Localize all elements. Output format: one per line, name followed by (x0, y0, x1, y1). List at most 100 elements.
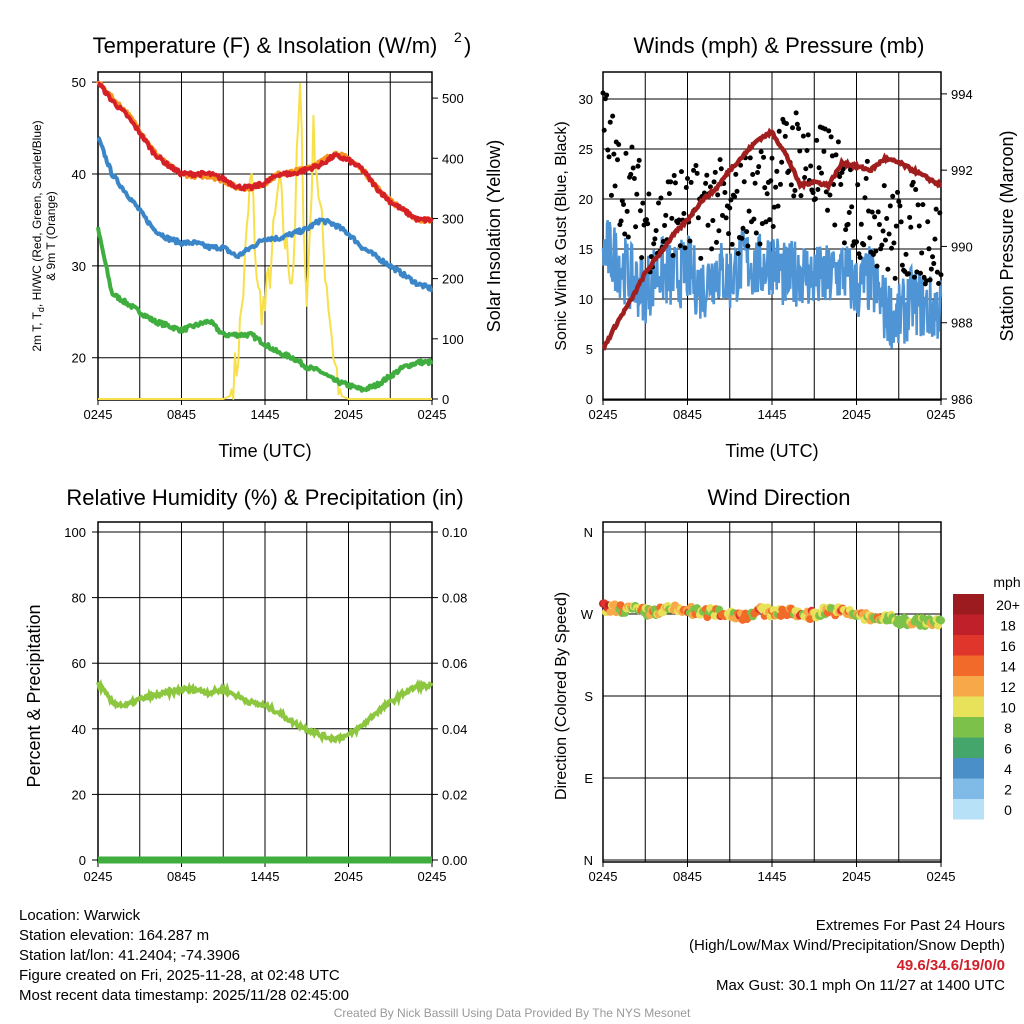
gust-point (763, 219, 769, 225)
gust-point (825, 207, 831, 213)
location: Location: Warwick (19, 907, 141, 924)
gust-point (882, 237, 888, 243)
x-axis-label: Time (UTC) (218, 441, 311, 461)
gust-point (672, 180, 678, 186)
gust-point (762, 185, 768, 191)
gust-point (892, 275, 898, 281)
gust-point (910, 179, 916, 185)
gust-point (833, 152, 839, 158)
gust-point (611, 151, 617, 157)
gust-point (891, 240, 897, 246)
y-tick-label: 60 (72, 656, 86, 671)
gust-point (890, 193, 896, 199)
gust-point (907, 214, 913, 220)
y-axis-label: Percent & Precipitation (24, 604, 44, 787)
gust-point (855, 182, 861, 188)
legend-label: 18 (1000, 618, 1016, 634)
gust-point (645, 221, 651, 227)
x-tick-label: 0245 (84, 869, 113, 884)
y-tick-label: 100 (64, 525, 86, 540)
x-tick-label: 0245 (589, 407, 618, 422)
gust-point (828, 134, 834, 140)
chart-title: Wind Direction (707, 485, 850, 510)
y-tick-label: E (584, 771, 593, 786)
y-tick-label: 0 (586, 392, 593, 407)
gust-point (869, 209, 875, 215)
y-tick-label: 30 (579, 92, 593, 107)
legend-swatch (953, 799, 984, 820)
gust-point (658, 195, 664, 201)
gust-point (745, 243, 751, 249)
x-tick-label: 2045 (334, 869, 363, 884)
gust-point (601, 127, 607, 133)
gust-point (927, 277, 933, 283)
x-tick-label: 0845 (673, 869, 702, 884)
gust-point (783, 121, 789, 127)
gust-point (896, 199, 902, 205)
legend-swatch (953, 778, 984, 799)
gust-point (740, 225, 746, 231)
legend-swatch (953, 696, 984, 717)
gust-point (629, 144, 635, 150)
gust-point (709, 246, 715, 252)
gust-point (717, 157, 723, 163)
y2-tick-label: 100 (442, 332, 464, 347)
gust-point (934, 269, 940, 275)
y-tick-label: 0 (79, 853, 86, 868)
gust-point (616, 141, 622, 147)
gust-point (796, 126, 802, 132)
gust-point (604, 92, 610, 98)
y-tick-label: S (584, 689, 593, 704)
gust-point (908, 224, 914, 230)
gust-point (835, 139, 841, 145)
y2-tick-label: 0.10 (442, 525, 467, 540)
direction-point (606, 607, 615, 616)
y-tick-label: 5 (586, 342, 593, 357)
created: Figure created on Fri, 2025-11-28, at 02… (19, 967, 340, 984)
gust-point (747, 155, 753, 161)
chart-title: Relative Humidity (%) & Precipitation (i… (66, 485, 463, 510)
gust-point (685, 176, 690, 182)
y2-tick-label: 992 (951, 163, 973, 178)
gust-point (885, 266, 891, 272)
y-tick-label: 80 (72, 591, 86, 606)
gust-point (691, 167, 697, 173)
gust-point (861, 242, 867, 248)
gust-point (846, 209, 852, 215)
gust-point (876, 222, 882, 228)
gust-point (608, 192, 614, 198)
gust-point (711, 179, 717, 185)
gust-point (634, 191, 640, 197)
gust-point (607, 119, 613, 125)
gust-point (931, 261, 937, 267)
gust-point (913, 187, 919, 193)
gust-point (798, 193, 804, 199)
gust-point (767, 217, 773, 223)
gust-point (703, 180, 709, 186)
gust-point (687, 238, 693, 244)
y2-tick-label: 0.06 (442, 656, 467, 671)
gust-point (639, 255, 645, 261)
gust-point (669, 215, 675, 221)
gust-point (636, 157, 642, 163)
gust-point (735, 251, 741, 257)
y2-axis-label: Station Pressure (Maroon) (997, 130, 1017, 341)
gust-point (926, 246, 932, 252)
legend-swatch (953, 737, 984, 758)
gust-point (793, 110, 799, 116)
gust-point (761, 154, 767, 160)
gust-point (858, 221, 864, 227)
legend-label: 20+ (996, 597, 1020, 613)
gust-point (843, 227, 849, 233)
gust-point (898, 219, 904, 225)
panel-wind-direction (602, 521, 942, 867)
gust-point (619, 198, 625, 204)
gust-point (671, 173, 677, 179)
gust-point (732, 194, 738, 200)
series-rh (96, 678, 434, 745)
gust-point (695, 215, 701, 221)
gust-point (678, 169, 684, 175)
gust-point (668, 179, 674, 185)
gust-point (705, 222, 711, 228)
latlon: Station lat/lon: 41.2404; -74.3906 (19, 947, 241, 964)
